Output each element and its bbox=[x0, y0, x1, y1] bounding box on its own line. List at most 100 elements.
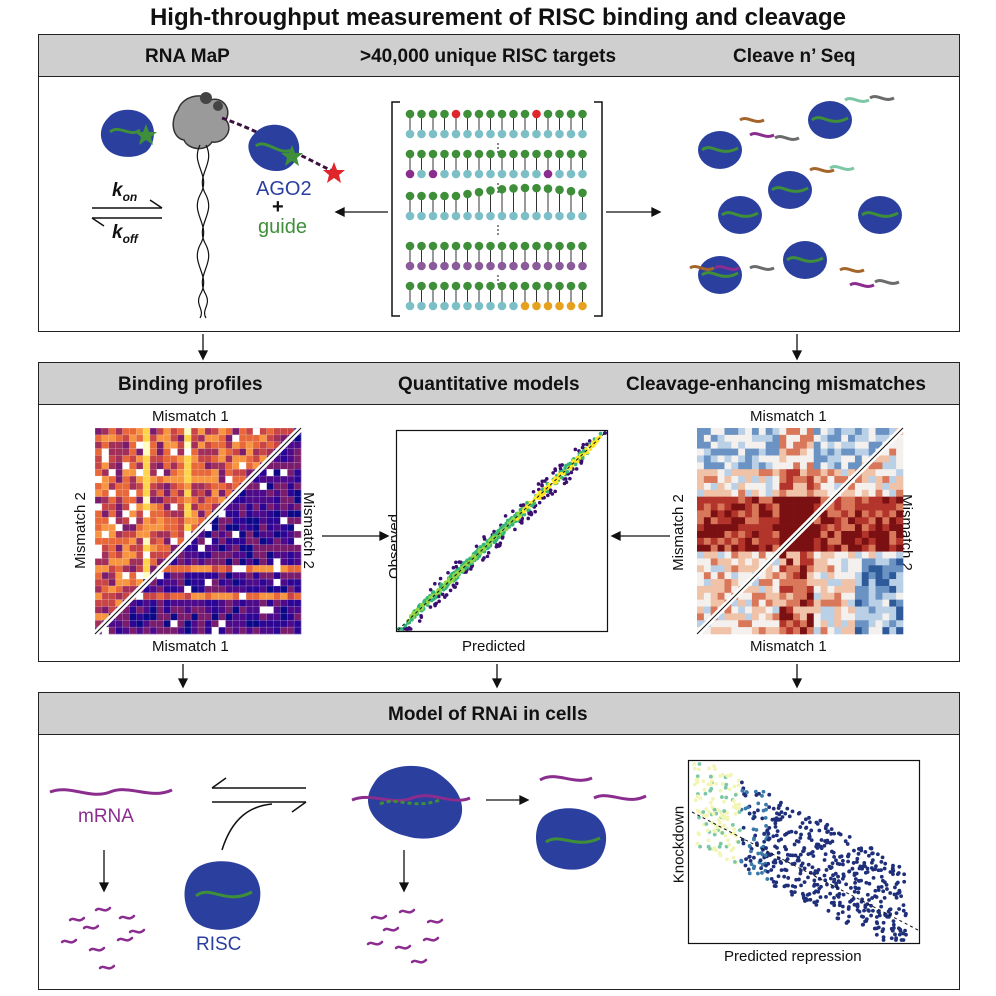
scatter-point bbox=[754, 841, 759, 846]
heatmap-cell bbox=[246, 524, 254, 532]
heatmap-cell bbox=[204, 510, 213, 518]
heatmap-cell bbox=[149, 558, 158, 566]
heatmap-cell bbox=[218, 613, 226, 621]
heatmap-cell bbox=[717, 434, 725, 443]
heatmap-cell bbox=[717, 572, 725, 580]
heatmap-cell bbox=[779, 496, 787, 504]
heatmap-cell bbox=[232, 558, 240, 566]
scatter-point bbox=[855, 904, 860, 909]
heatmap-cell bbox=[294, 565, 302, 573]
heatmap-cell bbox=[820, 434, 828, 443]
heatmap-cell bbox=[703, 489, 712, 497]
ago2-complex bbox=[698, 256, 742, 294]
heatmap-cell bbox=[745, 489, 753, 497]
heatmap-cell bbox=[697, 599, 705, 607]
heatmap-cell bbox=[129, 476, 137, 484]
heatmap-cell bbox=[868, 572, 876, 580]
heatmap-cell bbox=[889, 579, 897, 587]
heatmap-cell bbox=[731, 544, 739, 552]
scatter-point bbox=[551, 471, 555, 475]
heatmap-cell bbox=[170, 448, 178, 456]
cleaved-fragment bbox=[749, 132, 775, 138]
scatter-point bbox=[891, 919, 896, 924]
heatmap-cell bbox=[875, 620, 883, 628]
scatter-point bbox=[790, 892, 794, 897]
heatmap-cell bbox=[252, 441, 261, 449]
heatmap-cell bbox=[889, 613, 897, 621]
heatmap-cell bbox=[294, 503, 302, 511]
released-risc-complex bbox=[536, 808, 607, 870]
heatmap-cell bbox=[751, 537, 760, 546]
scatter-point bbox=[834, 881, 838, 886]
heatmap-cell bbox=[703, 551, 712, 559]
scatter-point bbox=[697, 767, 701, 772]
scatter-point bbox=[562, 481, 567, 486]
heatmap-cell bbox=[848, 469, 856, 477]
scatter-point bbox=[697, 815, 701, 820]
heatmap-cell bbox=[280, 510, 288, 518]
heatmap-cell bbox=[136, 510, 144, 518]
heatmap-cell bbox=[101, 469, 110, 477]
heatmap-cell bbox=[731, 469, 739, 477]
heatmap-cell bbox=[95, 551, 103, 559]
heatmap-cell bbox=[841, 462, 849, 470]
heatmap-cell bbox=[294, 592, 302, 600]
heatmap-cell bbox=[252, 476, 261, 484]
scatter-point bbox=[759, 851, 764, 856]
heatmap-cell bbox=[170, 482, 178, 491]
heatmap-cell bbox=[211, 565, 219, 573]
heatmap-cell bbox=[259, 613, 267, 621]
scatter-point bbox=[873, 888, 878, 893]
scatter-point bbox=[558, 466, 563, 471]
heatmap-cell bbox=[129, 572, 137, 580]
scatter-point bbox=[803, 817, 808, 822]
heatmap-cell bbox=[184, 531, 192, 539]
heatmap-cell bbox=[868, 592, 876, 600]
heatmap-cell bbox=[294, 558, 302, 566]
heatmap-cell bbox=[841, 448, 849, 456]
heatmap-cell bbox=[170, 558, 178, 566]
heatmap-cell bbox=[156, 579, 164, 587]
heatmap-cell bbox=[225, 503, 233, 511]
heatmap-cell bbox=[703, 613, 712, 621]
heatmap-cell bbox=[813, 585, 821, 594]
scatter-point bbox=[573, 462, 578, 467]
heatmap-cell bbox=[834, 428, 842, 436]
heatmap-cell bbox=[101, 455, 110, 463]
scatter-point bbox=[802, 866, 807, 871]
scatter-point bbox=[806, 852, 811, 857]
scatter-point bbox=[717, 844, 722, 849]
ago2-complex bbox=[808, 101, 852, 139]
heatmap-cell bbox=[710, 592, 718, 600]
heatmap-cell bbox=[101, 510, 110, 518]
heatmap-cell bbox=[806, 627, 815, 635]
scatter-point bbox=[811, 854, 816, 858]
cleaved-fragment bbox=[839, 267, 865, 273]
heatmap-cell bbox=[115, 524, 123, 532]
heatmap-cell bbox=[225, 599, 233, 607]
heatmap-cell bbox=[239, 434, 247, 443]
heatmap-cell bbox=[745, 531, 753, 539]
heatmap-cell bbox=[786, 606, 794, 614]
scatter-point bbox=[736, 840, 741, 844]
heatmap-cell bbox=[717, 613, 725, 621]
heatmap-cell bbox=[287, 441, 295, 449]
heatmap-cell bbox=[198, 510, 206, 518]
scatter-point bbox=[804, 825, 809, 830]
heatmap-cell bbox=[861, 537, 869, 546]
heatmap-cell bbox=[280, 544, 288, 552]
scatter-point bbox=[469, 564, 474, 569]
scatter-point bbox=[815, 899, 820, 904]
bracket-right bbox=[594, 101, 603, 317]
heatmap-cell bbox=[225, 592, 233, 600]
scatter-point bbox=[503, 514, 508, 518]
heatmap-cell bbox=[266, 627, 274, 635]
heatmap-cell bbox=[793, 441, 801, 449]
heatmap-cell bbox=[177, 599, 185, 607]
heatmap-cell bbox=[868, 428, 876, 436]
heatmap-cell bbox=[875, 455, 883, 463]
scatter-point bbox=[845, 842, 850, 846]
heatmap-cell bbox=[149, 565, 158, 573]
heatmap-cell bbox=[800, 482, 808, 491]
heatmap-cell bbox=[191, 579, 199, 587]
